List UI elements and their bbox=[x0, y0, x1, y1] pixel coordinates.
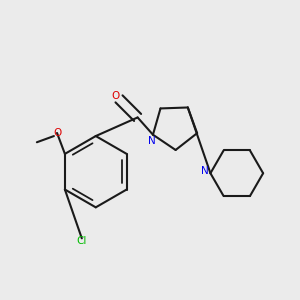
Text: Cl: Cl bbox=[76, 236, 87, 246]
Text: N: N bbox=[148, 136, 155, 146]
Text: N: N bbox=[201, 166, 209, 176]
Text: O: O bbox=[111, 91, 119, 101]
Text: O: O bbox=[53, 128, 61, 138]
